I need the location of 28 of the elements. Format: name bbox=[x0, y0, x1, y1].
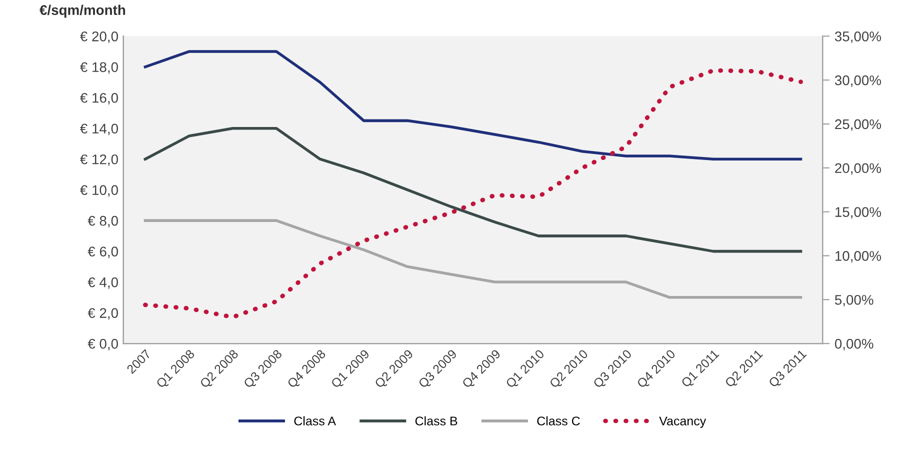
line-series bbox=[144, 126, 802, 253]
y-tick-label: € 2,0 bbox=[88, 308, 118, 320]
y-tick-label: € 12,0 bbox=[80, 154, 118, 166]
y2-tick-label: 0,00% bbox=[834, 338, 874, 350]
y2-tick-label: 30,00% bbox=[834, 75, 882, 87]
y2-tick-label: 20,00% bbox=[835, 163, 882, 175]
y2-tick-label: 10,00% bbox=[835, 251, 882, 263]
y-tick-label: € 6,0 bbox=[88, 246, 118, 258]
y2-tick-label: 15,00% bbox=[835, 207, 882, 219]
y-tick-label: € 16,0 bbox=[80, 92, 118, 104]
legend-label: Class B bbox=[415, 416, 458, 426]
y-tick-label: € 14,0 bbox=[80, 124, 118, 136]
y-tick-label: € 18,0 bbox=[80, 62, 118, 74]
y-tick-label: € 4,0 bbox=[88, 277, 118, 289]
y-tick-label: € 8,0 bbox=[88, 216, 118, 228]
legend-label: Vacancy bbox=[659, 416, 706, 428]
y-tick-label: € 0,0 bbox=[88, 338, 118, 350]
y-tick-label: € 20,0 bbox=[80, 31, 118, 43]
y2-tick-label: 35,00% bbox=[834, 31, 882, 43]
y-axis-title: €/sqm/month bbox=[40, 4, 126, 18]
line-series bbox=[144, 50, 802, 160]
y-tick-label: € 10,0 bbox=[80, 185, 118, 197]
legend-label: Class A bbox=[294, 416, 336, 426]
y2-tick-label: 5,00% bbox=[834, 294, 874, 306]
y2-tick-label: 25,00% bbox=[835, 119, 882, 131]
line-series bbox=[144, 219, 802, 299]
line-series bbox=[143, 68, 803, 320]
legend-label: Class C bbox=[537, 416, 580, 426]
